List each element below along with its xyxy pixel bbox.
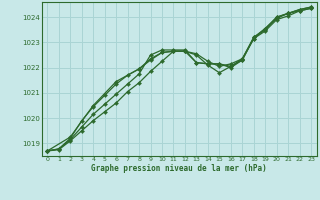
X-axis label: Graphe pression niveau de la mer (hPa): Graphe pression niveau de la mer (hPa) <box>91 164 267 173</box>
